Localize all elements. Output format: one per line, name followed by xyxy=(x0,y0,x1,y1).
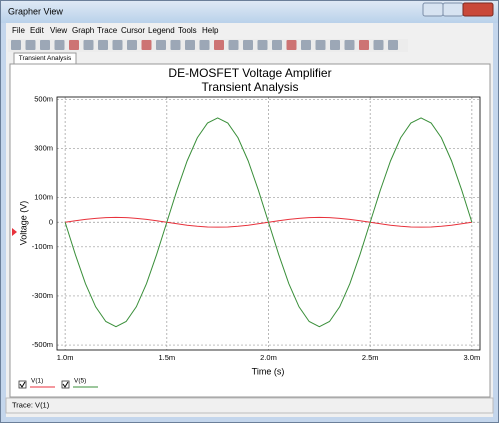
y-tick-label: 300m xyxy=(34,144,53,153)
series-line xyxy=(64,117,473,328)
y-tick-label: 100m xyxy=(34,193,53,202)
toolbar-button[interactable] xyxy=(156,40,166,50)
toolbar-button[interactable] xyxy=(373,40,384,50)
legend-checkbox[interactable] xyxy=(61,380,70,389)
toolbar-button[interactable] xyxy=(228,40,239,50)
chart-subtitle: Transient Analysis xyxy=(202,80,299,94)
toolbar-button[interactable] xyxy=(388,40,398,50)
x-tick-label: 1.5m xyxy=(158,353,175,362)
y-tick-label: 0 xyxy=(49,217,53,226)
plot: -500m -300m -100m 0 100m 300m 500m 1.0m 1.5m 2.0m… xyxy=(32,94,481,362)
maximize-button[interactable] xyxy=(442,2,464,17)
toolbar-button[interactable] xyxy=(344,40,355,50)
y-tick-label: -300m xyxy=(32,291,53,300)
legend: V(1) V(5) xyxy=(18,378,98,389)
menu-item[interactable]: File xyxy=(12,26,25,35)
x-tick-label: 1.0m xyxy=(57,353,74,362)
toolbar-button[interactable] xyxy=(40,40,50,50)
window-title: Grapher View xyxy=(8,6,63,16)
toolbar-button[interactable] xyxy=(301,40,311,50)
minimize-button[interactable] xyxy=(422,2,444,17)
menu-item[interactable]: Legend xyxy=(148,26,175,35)
toolbar-button[interactable] xyxy=(286,40,297,50)
menu-item[interactable]: Help xyxy=(202,26,219,35)
toolbar-button[interactable] xyxy=(257,40,268,50)
legend-check xyxy=(19,381,26,388)
toolbar-button[interactable] xyxy=(214,40,224,50)
plot-frame xyxy=(56,96,481,351)
toolbar-button[interactable] xyxy=(170,40,181,50)
toolbar-button[interactable] xyxy=(359,40,369,50)
x-tick-label: 2.0m xyxy=(260,353,277,362)
menu-item[interactable]: Trace xyxy=(97,26,118,35)
graph-panel xyxy=(9,63,491,398)
y-tick-label: -500m xyxy=(32,340,53,349)
trace-marker xyxy=(12,228,17,236)
toolbar-button[interactable] xyxy=(127,40,137,50)
menu-item[interactable]: Cursor xyxy=(121,26,145,35)
menu-item[interactable]: Graph xyxy=(72,26,94,35)
x-tick-label: 3.0m xyxy=(464,353,481,362)
toolbar-button[interactable] xyxy=(272,40,282,50)
menu-bar: File Edit View Graph Trace Cursor Legend Tools H… xyxy=(12,26,219,35)
status-text: Trace: V(1) xyxy=(12,400,50,409)
toolbar-button[interactable] xyxy=(83,40,94,50)
menu-item[interactable]: Edit xyxy=(30,26,45,35)
toolbar-button[interactable] xyxy=(54,40,65,50)
legend-label: V(1) xyxy=(31,378,43,385)
toolbar-button[interactable] xyxy=(98,40,108,50)
toolbar-button[interactable] xyxy=(330,40,340,50)
y-tick-label: -100m xyxy=(32,242,53,251)
toolbar-button[interactable] xyxy=(199,40,210,50)
toolbar-button[interactable] xyxy=(112,40,123,50)
toolbar-button[interactable] xyxy=(141,40,152,50)
y-axis-label: Voltage (V) xyxy=(18,201,28,246)
menu-item[interactable]: View xyxy=(50,26,67,35)
status-bar xyxy=(5,397,494,414)
toolbar-button[interactable] xyxy=(25,40,36,50)
chart-title: DE-MOSFET Voltage Amplifier xyxy=(168,66,331,80)
menu-item[interactable]: Tools xyxy=(178,26,197,35)
title-bar xyxy=(1,1,498,23)
toolbar-button[interactable] xyxy=(11,40,21,50)
toolbar-icons xyxy=(11,40,398,50)
y-tick-label: 500m xyxy=(34,94,53,103)
close-button[interactable] xyxy=(462,2,494,17)
toolbar-button[interactable] xyxy=(243,40,253,50)
toolbar-button[interactable] xyxy=(315,40,326,50)
x-tick-label: 2.5m xyxy=(362,353,379,362)
toolbar-button[interactable] xyxy=(69,40,79,50)
toolbar-button[interactable] xyxy=(185,40,195,50)
legend-label: V(5) xyxy=(74,378,86,385)
legend-check xyxy=(62,381,69,388)
legend-checkbox[interactable] xyxy=(18,380,27,389)
x-axis-label: Time (s) xyxy=(252,366,285,376)
tab-label: Transient Analysis xyxy=(19,55,72,62)
